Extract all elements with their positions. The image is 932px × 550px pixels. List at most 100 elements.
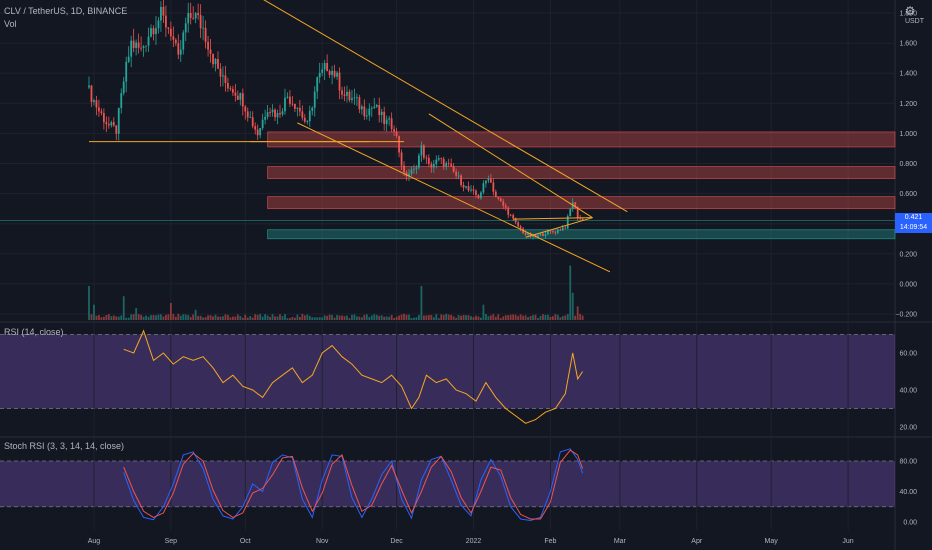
- candle-body: [351, 98, 353, 101]
- candle-body: [261, 119, 264, 129]
- candle-body: [576, 207, 579, 218]
- y-tick-label: 1.600: [899, 41, 917, 48]
- candle-body: [413, 168, 415, 170]
- volume-bar: [147, 316, 150, 320]
- volume-bar: [301, 313, 304, 320]
- volume-bar: [408, 314, 410, 320]
- volume-bar: [130, 314, 133, 320]
- volume-bar: [224, 314, 227, 320]
- candle-body: [494, 191, 497, 197]
- candle-body: [452, 166, 455, 172]
- volume-bar: [482, 304, 485, 320]
- volume-bar: [214, 314, 217, 320]
- candle-body: [472, 189, 475, 191]
- volume-bar: [398, 315, 400, 320]
- candle-body: [125, 61, 128, 82]
- candle-body: [328, 71, 331, 75]
- candle-body: [321, 69, 324, 73]
- volume-bar: [155, 315, 157, 320]
- candle-body: [465, 186, 467, 188]
- symbol-legend: CLV / TetherUS, 1D, BINANCE Vol: [4, 6, 127, 29]
- x-tick-label: Aug: [88, 538, 101, 545]
- candle-body: [430, 163, 433, 168]
- volume-bar: [427, 315, 430, 320]
- volume-bar: [579, 313, 582, 320]
- candle-body: [306, 121, 309, 122]
- price-zones: [267, 131, 896, 240]
- volume-bar: [150, 315, 152, 320]
- volume-bar: [182, 314, 185, 320]
- candle-body: [370, 107, 373, 109]
- candle-body: [348, 91, 351, 101]
- volume-bar: [365, 314, 368, 320]
- candle-body: [373, 106, 376, 108]
- volume-bar: [135, 308, 138, 320]
- candle-body: [120, 93, 123, 108]
- candle-body: [435, 159, 438, 165]
- y-tick-label: 0.000: [899, 281, 917, 288]
- volume-bar: [184, 314, 187, 320]
- volume-bar: [393, 318, 396, 320]
- bar-countdown: 14:09:54: [899, 224, 928, 231]
- volume-bar: [90, 314, 93, 320]
- volume-bar: [561, 316, 564, 320]
- settings-gear-icon[interactable]: ⚙: [904, 4, 916, 18]
- volume-bar: [197, 315, 200, 320]
- candle-body: [326, 63, 329, 72]
- candle-body: [460, 175, 462, 186]
- volume-bar: [269, 316, 271, 320]
- candle-body: [378, 105, 381, 116]
- candle-body: [231, 89, 234, 93]
- volume-bar: [316, 317, 319, 320]
- volume-bar: [462, 314, 465, 320]
- candle-body: [581, 218, 584, 221]
- volume-bar: [363, 314, 366, 320]
- volume-bar: [370, 315, 373, 320]
- volume-bar: [331, 314, 333, 320]
- volume-bar: [360, 317, 363, 320]
- candle-body: [244, 106, 247, 112]
- candle-body: [338, 72, 341, 91]
- candle-body: [212, 53, 214, 65]
- candle-body: [256, 129, 259, 136]
- candle-body: [390, 118, 393, 130]
- y-tick-label: 1.800: [899, 11, 917, 18]
- candle-body: [368, 108, 371, 116]
- candle-body: [566, 216, 569, 229]
- candle-body: [279, 113, 281, 115]
- volume-bar: [432, 317, 435, 320]
- volume-bar: [460, 315, 462, 320]
- candle-body: [405, 172, 408, 177]
- candle-body: [512, 215, 515, 219]
- volume-bar: [234, 316, 237, 320]
- candle-body: [234, 92, 237, 96]
- x-tick-label: 2022: [466, 538, 482, 545]
- volume-bar: [507, 315, 510, 320]
- volume-bar: [517, 316, 520, 320]
- volume-bar: [293, 317, 296, 320]
- candle-body: [187, 13, 190, 24]
- candle-body: [164, 15, 167, 28]
- last-price-tag: 0.421 14:09:54: [895, 213, 932, 233]
- volume-bar: [162, 316, 165, 320]
- red-zone: [267, 131, 896, 148]
- candle-body: [122, 81, 125, 94]
- candle-body: [482, 183, 485, 193]
- volume-bar: [140, 314, 142, 320]
- axes: Aug Sep Oct Nov Dec 2022 Feb Mar Apr May Jun −0.200…: [88, 11, 917, 546]
- volume-bar: [177, 313, 180, 320]
- candle-body: [517, 222, 520, 227]
- trendline: [428, 113, 593, 219]
- candle-body: [177, 43, 180, 55]
- candle-body: [197, 13, 200, 16]
- rsi-tick-label: 40.00: [899, 388, 917, 395]
- candle-body: [507, 207, 510, 215]
- trendline: [263, 0, 628, 213]
- volume-bar: [373, 314, 376, 320]
- rsi-panel: [123, 329, 584, 424]
- volume-bar: [279, 314, 281, 320]
- candle-body: [229, 88, 232, 90]
- volume-bar: [284, 314, 286, 320]
- volume-bar: [308, 315, 311, 320]
